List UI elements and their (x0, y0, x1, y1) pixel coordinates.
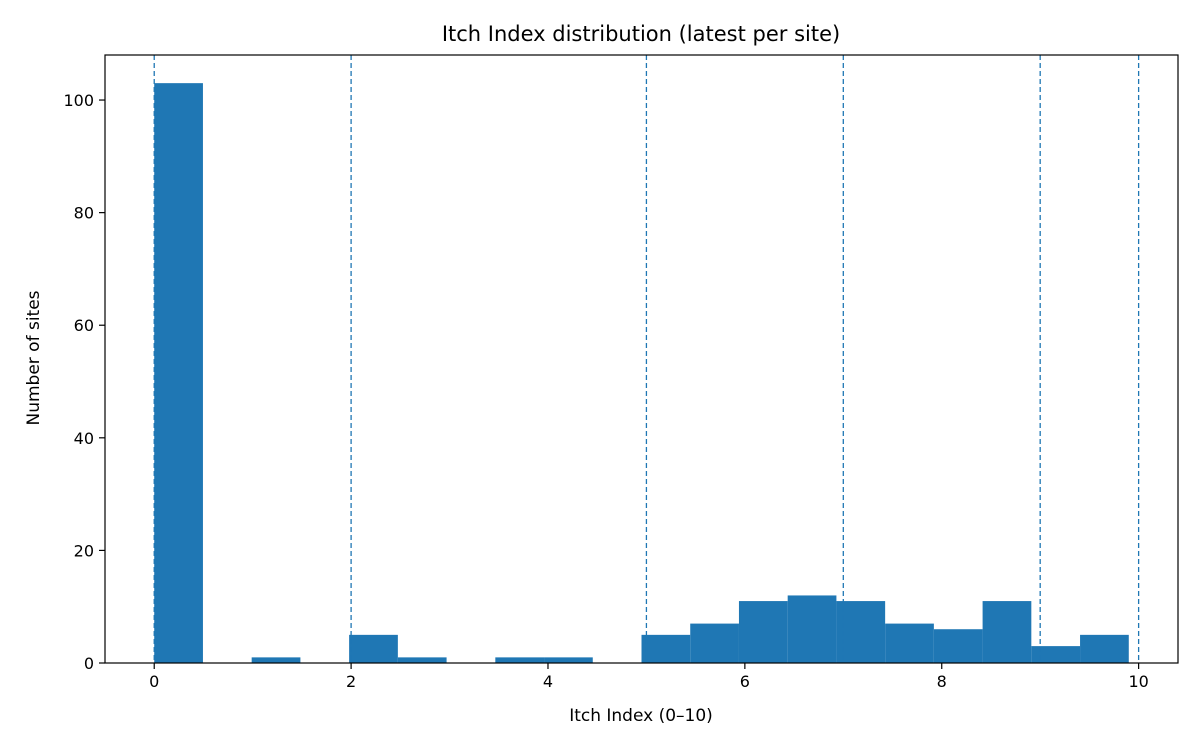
histogram-bar-7 (495, 657, 545, 663)
histogram-bar-11 (690, 623, 739, 663)
y-ticks-layer: 0 20 40 60 80 100 (63, 91, 105, 673)
y-tick-label-1: 20 (74, 541, 94, 560)
x-tick-label-2: 4 (543, 672, 553, 691)
x-tick-label-5: 10 (1128, 672, 1148, 691)
histogram-bar-17 (982, 601, 1032, 663)
y-tick-label-5: 100 (63, 91, 94, 110)
y-axis-label: Number of sites (24, 290, 44, 425)
histogram-bar-5 (397, 657, 447, 663)
histogram-bar-4 (349, 634, 398, 663)
histogram-bar-13 (787, 595, 837, 663)
y-tick-label-2: 40 (74, 429, 94, 448)
axes-layer (104, 54, 1179, 664)
histogram-bar-15 (885, 623, 934, 663)
histogram-bar-19 (1080, 634, 1129, 663)
bars-layer (154, 83, 1129, 664)
histogram-bar-12 (738, 601, 788, 663)
reference-lines-layer (153, 55, 1140, 663)
histogram-bar-18 (1031, 646, 1081, 663)
histogram-bar-10 (641, 634, 691, 663)
x-tick-label-3: 6 (740, 672, 750, 691)
chart-title: Itch Index distribution (latest per site… (442, 22, 840, 46)
y-tick-label-4: 80 (74, 204, 94, 223)
x-tick-label-1: 2 (346, 672, 356, 691)
y-tick-label-3: 60 (74, 316, 94, 335)
y-tick-label-0: 0 (84, 654, 94, 673)
x-axis-label: Itch Index (0–10) (569, 706, 713, 726)
x-tick-label-0: 0 (149, 672, 159, 691)
histogram-bar-16 (933, 629, 983, 663)
histogram-bar-14 (836, 601, 886, 663)
histogram-bar-8 (544, 657, 593, 663)
plot-frame (104, 54, 1179, 664)
histogram-bar-0 (154, 83, 203, 664)
x-tick-label-4: 8 (937, 672, 947, 691)
x-ticks-layer: 0 2 4 6 8 10 (149, 663, 1149, 691)
histogram-bar-2 (251, 657, 301, 663)
